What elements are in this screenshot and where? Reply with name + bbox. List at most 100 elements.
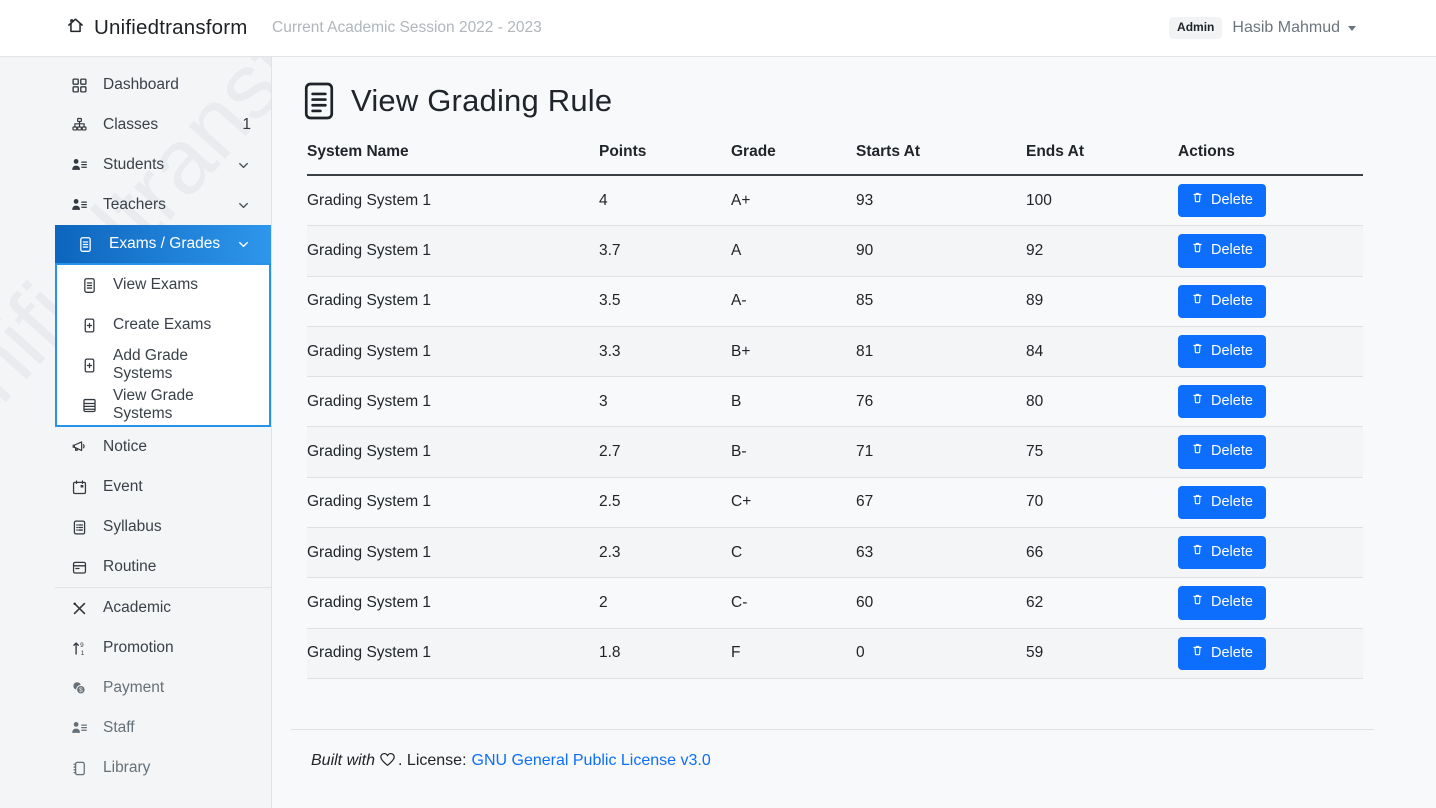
submenu-item-view-exams[interactable]: View Exams [57,265,269,305]
submenu-item-label: Create Exams [113,316,212,333]
license-link[interactable]: GNU General Public License v3.0 [471,751,711,769]
cell-points: 2.5 [599,477,731,529]
table-header-row: System Name Points Grade Starts At Ends … [307,135,1363,176]
sidebar-item-staff[interactable]: Staff [0,708,271,748]
delete-button[interactable]: Delete [1178,284,1266,318]
sidebar-item-exams-grades[interactable]: Exams / Grades [55,225,271,263]
main-content: View Grading Rule System Name Points Gra… [273,57,1436,808]
chevron-down-icon [236,158,251,173]
license-prefix-text: . License: [398,751,467,769]
sidebar-item-dashboard[interactable]: Dashboard [0,65,271,105]
page-title: View Grading Rule [351,83,613,118]
sidebar-item-event[interactable]: Event [0,467,271,507]
delete-button[interactable]: Delete [1178,334,1266,369]
delete-button[interactable]: Delete [1178,586,1266,620]
brand-name: Unifiedtransform [94,16,248,39]
col-header-actions: Actions [1178,135,1363,176]
delete-button[interactable]: Delete [1178,234,1266,268]
table-row: Grading System 1 3 B 76 80 Delete [307,376,1363,428]
trash-icon [1191,190,1204,210]
cell-starts-at: 67 [856,477,1026,529]
page-footer: Built with . License: GNU General Public L… [291,728,1374,772]
table-row: Grading System 1 2.3 C 63 66 Delete [307,527,1363,579]
cell-points: 3.3 [599,326,731,378]
tools-icon [70,600,89,617]
cell-grade: A+ [731,175,856,227]
cell-points: 3.7 [599,225,731,277]
sidebar-item-label: Dashboard [103,76,179,93]
sidebar-item-label: Classes [103,116,159,133]
cell-ends-at: 59 [1026,628,1178,679]
cell-points: 2.3 [599,527,731,579]
svg-text:1: 1 [81,649,85,656]
built-with-text: Built with [311,751,376,769]
submenu-item-label: View Exams [113,276,198,293]
sidebar-item-teachers[interactable]: Teachers [0,185,271,225]
delete-button[interactable]: Delete [1178,536,1266,570]
sidebar-item-notice[interactable]: Notice [0,427,271,467]
file-plus-icon [80,357,99,374]
sitemap-icon [70,117,89,134]
submenu-item-add-grade-systems[interactable]: Add Grade Systems [57,345,269,385]
user-icon [70,197,89,214]
delete-button[interactable]: Delete [1178,485,1266,520]
cell-ends-at: 66 [1026,527,1178,579]
col-header-points: Points [599,135,731,176]
chevron-down-icon [236,237,251,252]
sidebar-item-label: Routine [103,558,157,575]
sidebar-item-label: Syllabus [103,518,162,535]
sidebar-item-academic[interactable]: Academic [0,588,271,628]
delete-button[interactable]: Delete [1178,435,1266,469]
trash-icon [1191,592,1204,612]
sidebar-item-students[interactable]: Students [0,145,271,185]
table-row: Grading System 1 2.5 C+ 67 70 Delete [307,477,1363,529]
submenu-item-view-grade-systems[interactable]: View Grade Systems [57,385,269,425]
table-row: Grading System 1 2.7 B- 71 75 Delete [307,426,1363,478]
cell-points: 1.8 [599,628,731,679]
table-row: Grading System 1 1.8 F 0 59 Delete [307,628,1363,679]
sidebar-item-label: Teachers [103,196,166,213]
table-icon [80,397,99,414]
routine-card-icon [70,559,89,576]
delete-button[interactable]: Delete [1178,636,1266,670]
trash-icon [1191,240,1204,260]
trash-icon [1191,441,1204,461]
cell-points: 2 [599,577,731,629]
file-lines-icon [76,236,95,253]
cell-system-name: Grading System 1 [307,426,599,478]
cell-points: 4 [599,175,731,227]
heart-icon [379,752,396,772]
cell-starts-at: 63 [856,527,1026,579]
delete-button[interactable]: Delete [1178,184,1266,218]
brand-link[interactable]: Unifiedtransform [66,16,248,40]
cell-system-name: Grading System 1 [307,175,599,227]
cell-system-name: Grading System 1 [307,326,599,378]
cell-grade: B [731,376,856,428]
submenu-item-create-exams[interactable]: Create Exams [57,305,269,345]
sidebar-item-label: Staff [103,719,135,736]
sidebar-item-promotion[interactable]: 9 1 Promotion [0,628,271,668]
sidebar-item-library[interactable]: Library [0,748,271,788]
cell-ends-at: 75 [1026,426,1178,478]
delete-button[interactable]: Delete [1178,385,1266,419]
submenu-item-label: View Grade Systems [113,387,194,422]
sidebar-item-classes[interactable]: Classes 1 [0,105,271,145]
cell-system-name: Grading System 1 [307,527,599,579]
cell-points: 3 [599,376,731,428]
sidebar-item-routine[interactable]: Routine [0,547,271,587]
sidebar-item-payment[interactable]: $ Payment [0,668,271,708]
cell-ends-at: 84 [1026,326,1178,378]
cell-grade: C [731,527,856,579]
cell-ends-at: 100 [1026,175,1178,227]
cell-starts-at: 85 [856,276,1026,327]
svg-text:$: $ [79,687,83,694]
submenu-item-label: Add Grade Systems [113,347,188,382]
table-row: Grading System 1 3.7 A 90 92 Delete [307,225,1363,277]
user-menu-dropdown[interactable]: Hasib Mahmud [1232,19,1356,37]
table-row: Grading System 1 3.3 B+ 81 84 Delete [307,326,1363,378]
cell-ends-at: 80 [1026,376,1178,428]
cell-grade: B+ [731,326,856,378]
sidebar-item-label: Promotion [103,639,174,656]
sidebar-item-syllabus[interactable]: Syllabus [0,507,271,547]
